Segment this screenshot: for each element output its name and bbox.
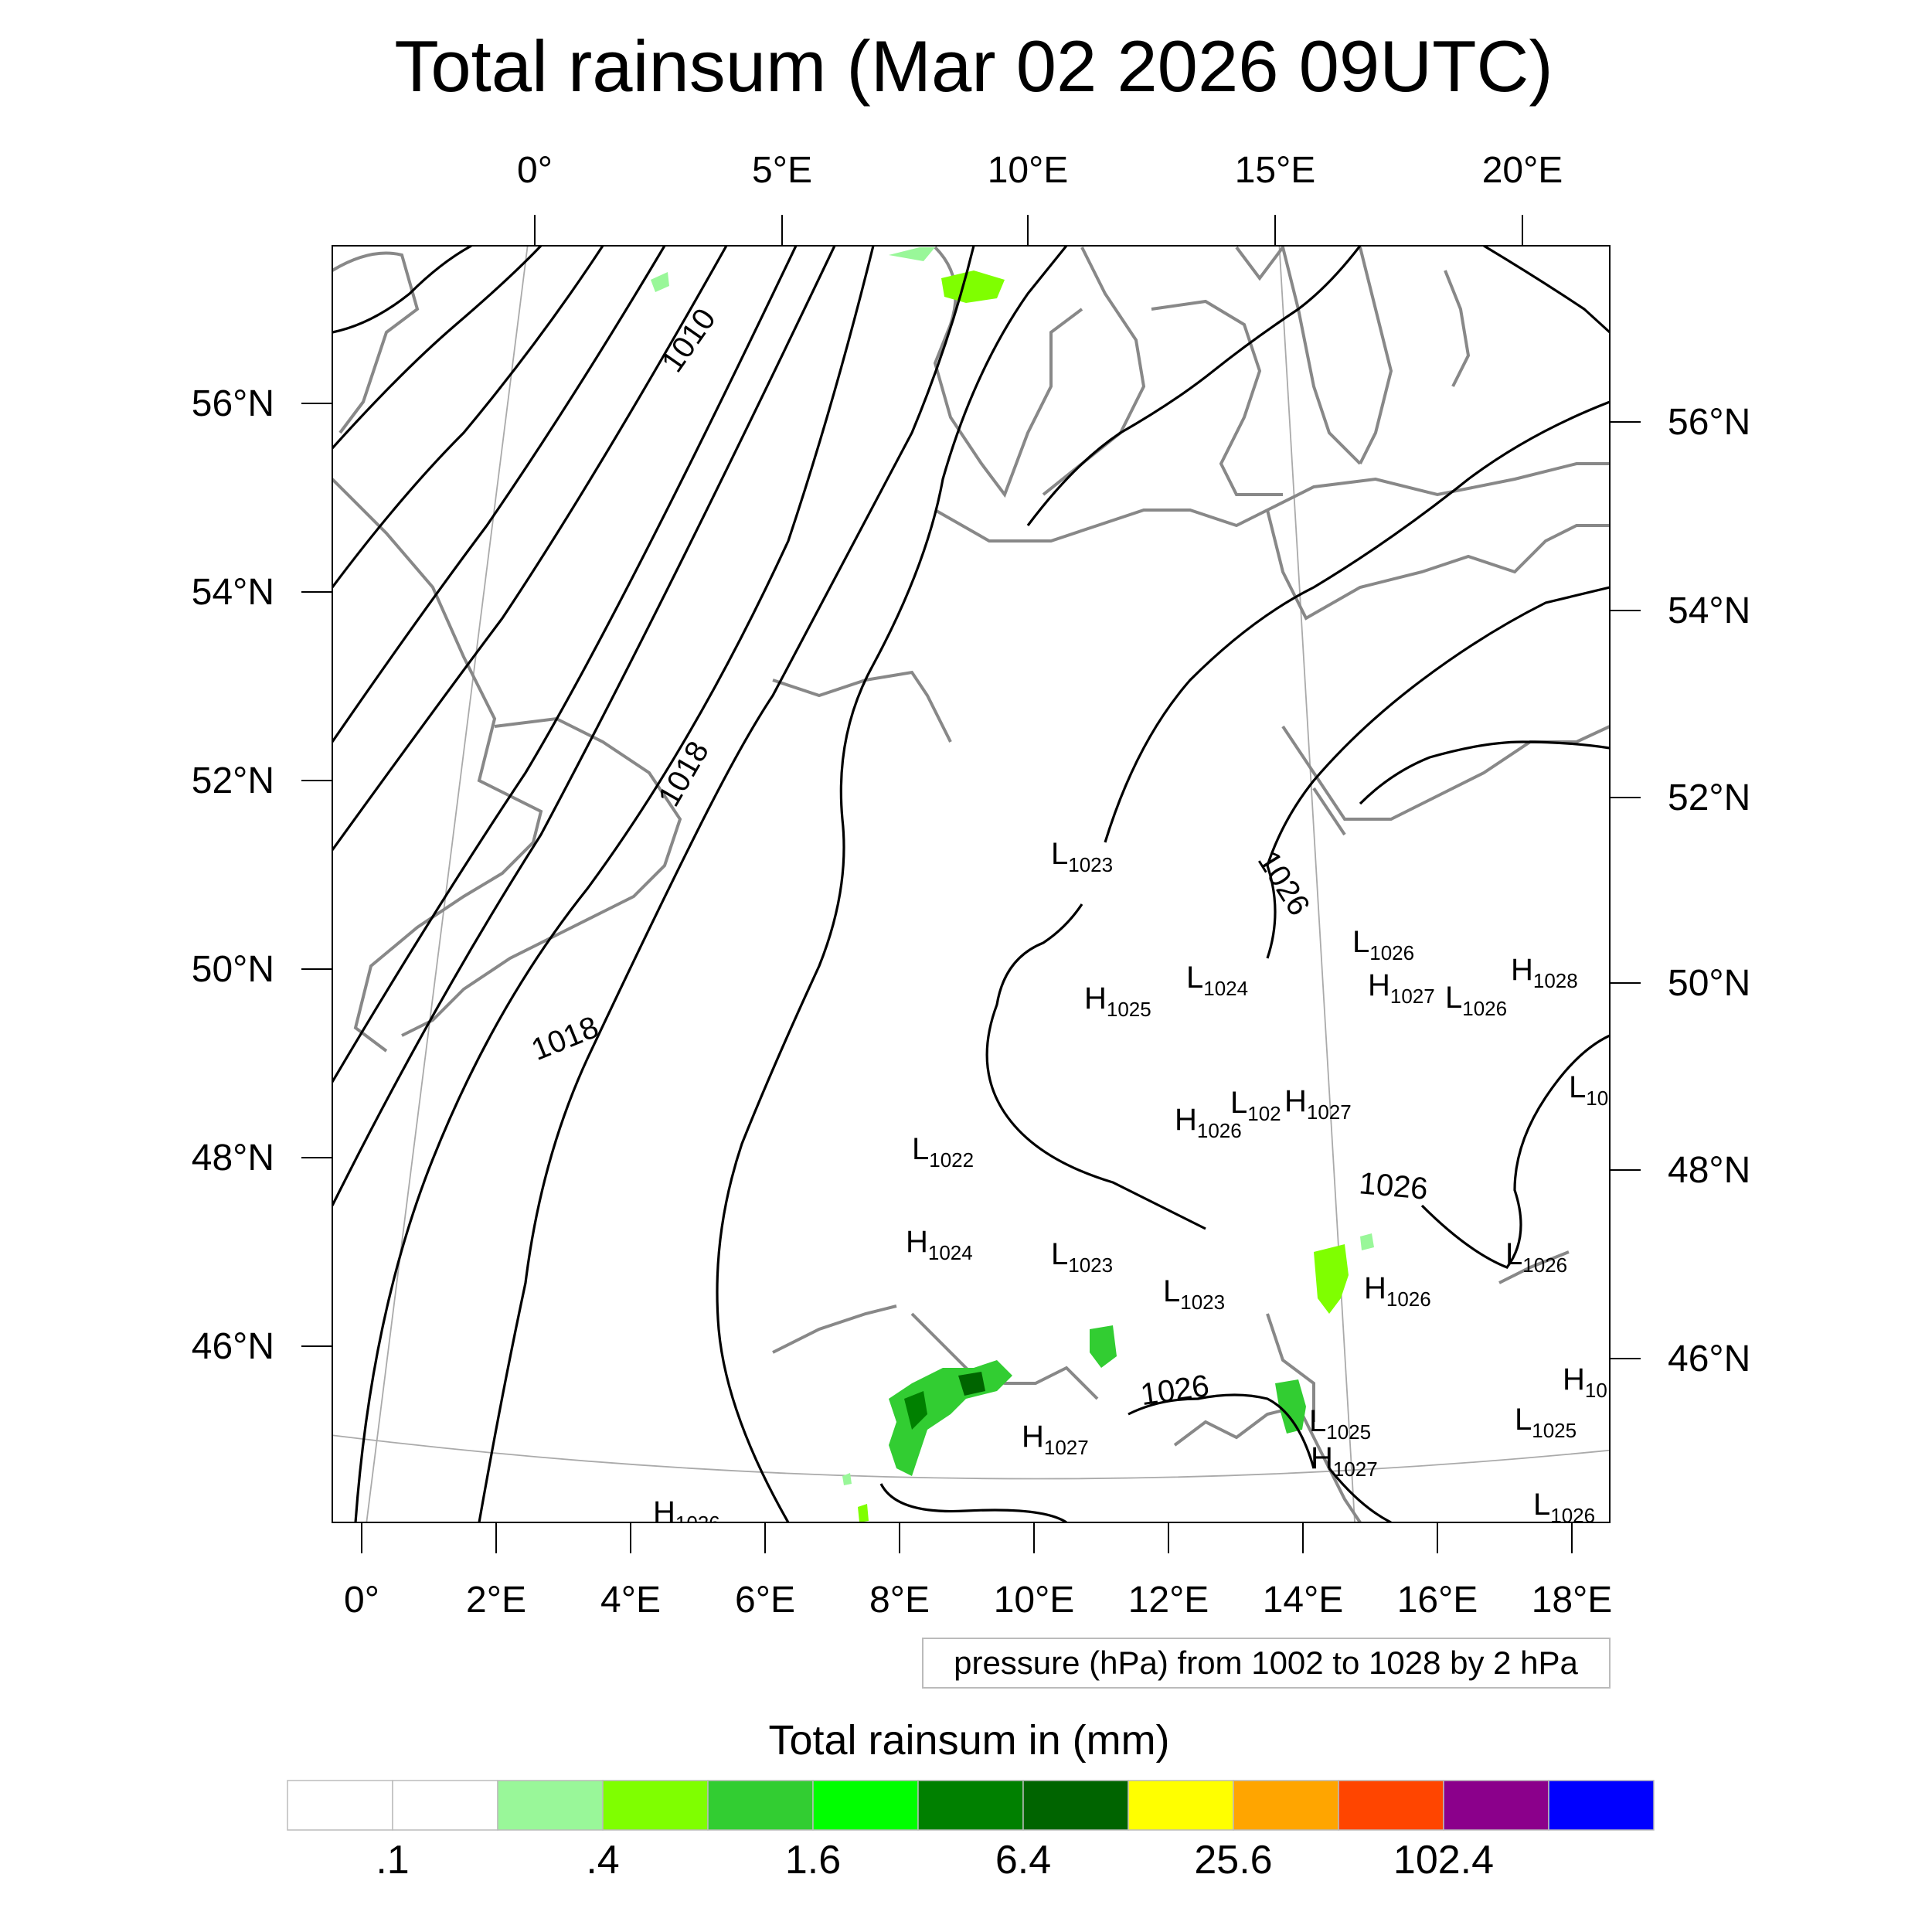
high-pressure-label: H1026 [653,1495,720,1535]
tick-marks [301,215,1641,1553]
lon-label: 10°E [988,150,1069,191]
low-pressure-label: L1026 [1352,925,1414,964]
lat-label: 50°N [1668,963,1750,1004]
lon-label: 15°E [1235,150,1316,191]
colorbar-box [1233,1780,1339,1831]
high-pressure-label: H1027 [1284,1084,1352,1124]
colorbar-box [1338,1780,1444,1831]
lat-label: 56°N [192,383,274,424]
lon-label: 10°E [994,1580,1075,1621]
colorbar-box [392,1780,498,1831]
high-pressure-label: H1027 [1022,1420,1089,1459]
map-title: Total rainsum (Mar 02 2026 09UTC) [394,26,1553,107]
colorbar-box [1022,1780,1129,1831]
lat-label: 48°N [192,1138,274,1179]
low-pressure-label: L1025 [1515,1403,1577,1442]
colorbar-tick: .1 [376,1838,409,1883]
lon-label: 0° [517,150,553,191]
top-longitude-labels: 0° 5°E 10°E 15°E 20°E [517,150,1563,191]
colorbar-box [707,1780,814,1831]
low-pressure-label: L102 [1230,1086,1281,1125]
low-pressure-label: L1023 [1163,1274,1225,1314]
lon-label: 16°E [1397,1580,1478,1621]
lon-label: 14°E [1263,1580,1344,1621]
lon-label: 8°E [869,1580,930,1621]
lon-label: 12°E [1128,1580,1209,1621]
colorbar-box [812,1780,919,1831]
low-pressure-label: L1026 [1533,1488,1595,1527]
bottom-longitude-labels: 0° 2°E 4°E 6°E 8°E 10°E 12°E 14°E 16°E 1… [344,1580,1612,1621]
low-pressure-label: L1025 [1309,1404,1371,1444]
colorbar-ticks: .1 .4 1.6 6.4 25.6 102.4 [376,1838,1494,1883]
lat-label: 54°N [192,572,274,613]
colorbar-title: Total rainsum in (mm) [768,1717,1169,1764]
high-pressure-label: H1026 [1364,1271,1431,1311]
low-pressure-label: L1023 [1051,837,1113,876]
colorbar-tick: 1.6 [785,1838,841,1883]
lat-label: 48°N [1668,1150,1750,1191]
colorbar-box [1548,1780,1655,1831]
contour-info-text: pressure (hPa) from 1002 to 1028 by 2 hP… [954,1645,1578,1681]
colorbar-tick: 25.6 [1194,1838,1272,1883]
right-latitude-labels: 56°N 54°N 52°N 50°N 48°N 46°N [1668,402,1750,1379]
lat-label: 50°N [192,949,274,990]
colorbar-boxes [287,1780,1655,1831]
contour-info-box: pressure (hPa) from 1002 to 1028 by 2 hP… [922,1638,1611,1689]
colorbar-box [1128,1780,1234,1831]
colorbar-tick: 102.4 [1393,1838,1494,1883]
high-pressure-label: H10 [1563,1362,1607,1402]
lat-label: 52°N [1668,777,1750,818]
lat-label: 56°N [1668,402,1750,443]
isobar-label: 1026 [1358,1166,1429,1206]
lon-label: 5°E [752,150,812,191]
lon-label: 0° [344,1580,379,1621]
high-pressure-label: H1027 [1368,968,1435,1008]
low-pressure-label: L1022 [912,1132,974,1172]
lat-label: 46°N [1668,1338,1750,1379]
lon-label: 20°E [1482,150,1563,191]
low-pressure-label: L1024 [1186,961,1248,1000]
lon-label: 6°E [735,1580,795,1621]
lon-label: 18°E [1532,1580,1613,1621]
high-pressure-label: H1024 [906,1225,973,1264]
low-pressure-label: L1023 [1051,1237,1113,1277]
colorbar-tick: 6.4 [995,1838,1051,1883]
low-pressure-label: L10 [1569,1070,1608,1110]
lon-label: 4°E [600,1580,661,1621]
graticule [332,246,1610,1522]
high-pressure-label: H1027 [1311,1441,1378,1481]
high-pressure-label: H1025 [1084,981,1151,1021]
left-latitude-labels: 56°N 54°N 52°N 50°N 48°N 46°N [192,383,274,1367]
low-pressure-label: L1026 [1505,1237,1567,1277]
colorbar: Total rainsum in (mm) .1 .4 1.6 6.4 25.6… [287,1717,1655,1883]
lat-label: 54°N [1668,590,1750,631]
low-pressure-label: L1026 [1445,981,1507,1020]
lon-label: 2°E [466,1580,526,1621]
colorbar-box [497,1780,604,1831]
map-panel: 1010 1018 1018 1026 1026 1026 L1023L1026… [332,245,1611,1535]
colorbar-box [287,1780,393,1831]
colorbar-box [602,1780,709,1831]
colorbar-tick: .4 [586,1838,619,1883]
colorbar-box [917,1780,1024,1831]
colorbar-box [1443,1780,1549,1831]
isobars [332,246,1610,1522]
high-pressure-label: H1028 [1511,953,1578,992]
high-pressure-label: H1026 [1175,1103,1242,1142]
lat-label: 52°N [192,760,274,801]
lat-label: 46°N [192,1326,274,1367]
rain-patches [651,247,1374,1522]
